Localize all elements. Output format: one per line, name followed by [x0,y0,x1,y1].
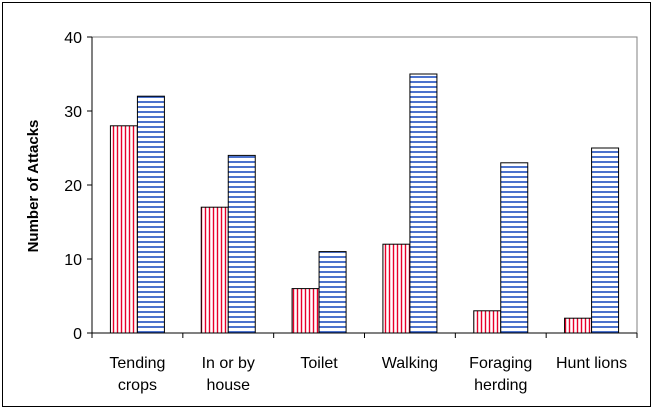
bar-series-2 [500,162,529,334]
bar-series-2 [136,95,165,334]
bar-series-1 [291,288,320,334]
bar-series-1 [473,310,502,334]
bar-series-2 [318,251,347,334]
y-tick-label: 40 [64,30,82,47]
x-tick-label: Hunt lions [556,355,627,372]
x-tick-label: Walking [382,355,438,372]
x-tick-label: In or by [202,355,255,372]
y-tick-label: 30 [64,104,82,121]
y-tick-label: 20 [64,178,82,195]
bar-series-1 [200,206,229,334]
x-tick-label: herding [474,377,527,394]
y-axis-title: Number of Attacks [25,120,42,253]
bar-series-2 [227,154,256,334]
x-tick-label: Foraging [469,355,532,372]
x-tick-label: Tending [109,355,165,372]
bar-series-1 [564,317,593,334]
x-tick-label: Toilet [300,355,338,372]
x-tick-label: crops [118,377,157,394]
y-tick-label: 10 [64,252,82,269]
bar-series-2 [591,147,620,334]
plot-border [91,36,638,334]
y-axis-title-group: Number of Attacks [25,120,42,253]
bar-series-2 [409,73,438,334]
plot-area: 0 10 20 30 40 Tending crops In or by house Toilet… [64,30,638,394]
y-tick-label: 0 [73,326,82,343]
bar-series-1 [382,243,411,334]
bar-series-1 [109,125,138,334]
x-tick-label: house [206,377,250,394]
